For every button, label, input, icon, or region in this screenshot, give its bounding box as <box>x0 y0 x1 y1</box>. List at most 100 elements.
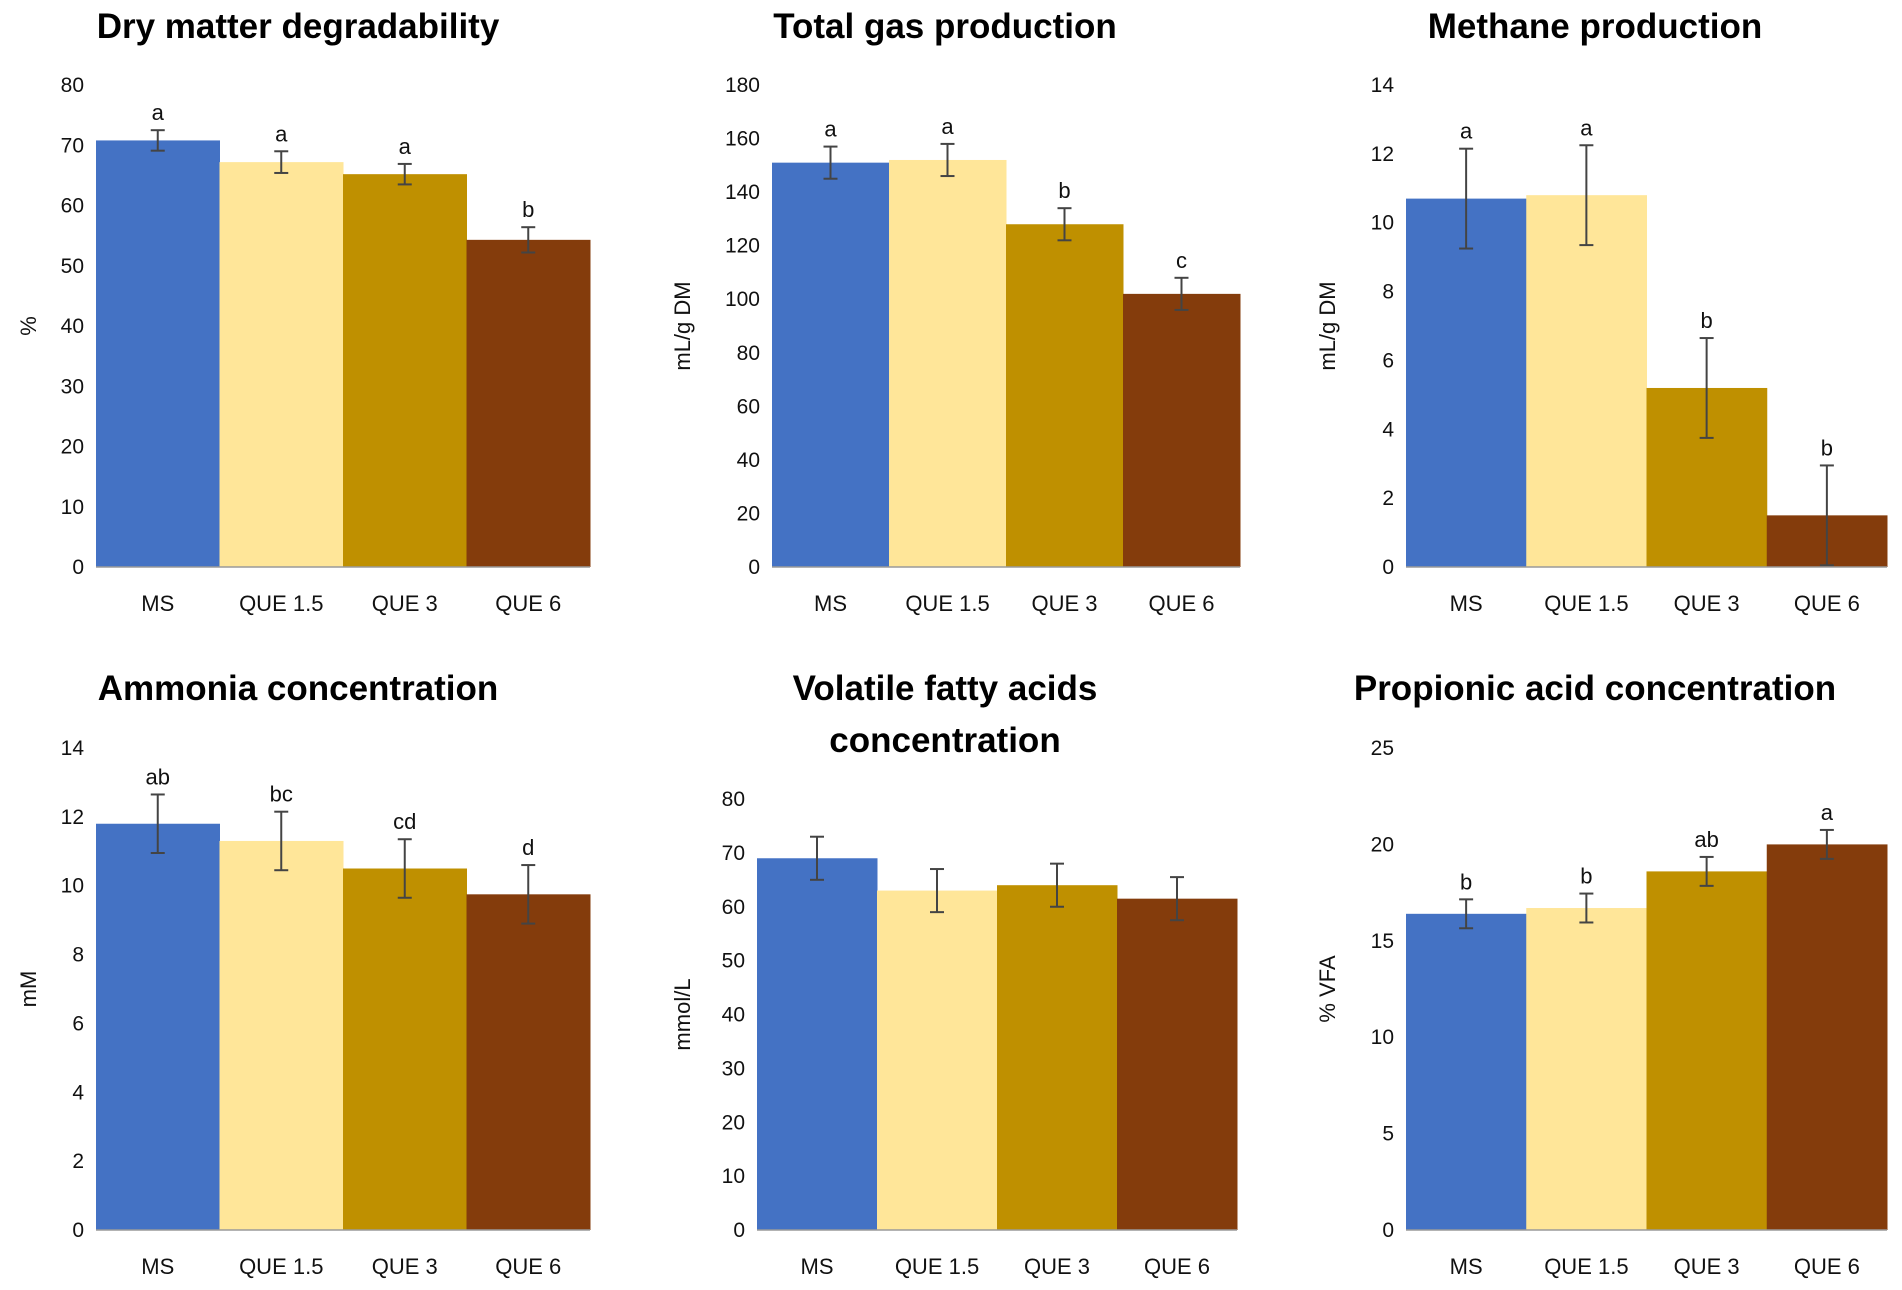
x-tick-label: MS <box>141 591 174 616</box>
bar <box>1526 195 1647 567</box>
x-tick-label: QUE 3 <box>1031 591 1097 616</box>
x-tick-label: MS <box>141 1254 174 1279</box>
significance-letter: a <box>275 121 288 146</box>
bar <box>1766 844 1888 1230</box>
bar <box>466 894 591 1230</box>
y-tick-label: 30 <box>61 375 84 398</box>
bar <box>219 840 344 1230</box>
bar <box>757 858 878 1230</box>
significance-letter: b <box>1058 178 1070 203</box>
chart-title: concentration <box>829 721 1060 760</box>
y-tick-label: 2 <box>72 1150 84 1173</box>
x-tick-label: QUE 6 <box>495 1254 561 1279</box>
y-tick-label: 8 <box>1382 281 1394 304</box>
significance-letter: a <box>1580 115 1593 140</box>
bar <box>96 140 220 567</box>
significance-letter: c <box>1176 248 1187 273</box>
significance-letter: b <box>1701 308 1713 333</box>
y-tick-label: 80 <box>61 74 84 97</box>
significance-letter: b <box>522 197 534 222</box>
bar <box>889 159 1007 567</box>
y-tick-label: 20 <box>61 436 84 459</box>
bar <box>877 890 998 1230</box>
chart-title: Dry matter degradability <box>97 7 500 46</box>
x-tick-label: QUE 3 <box>1024 1254 1090 1279</box>
chart-panel-6: Propionic acid concentration 0 5 10 15 20 25 % … <box>1315 669 1888 1279</box>
y-tick-label: 8 <box>72 944 84 967</box>
y-tick-label: 0 <box>72 556 84 579</box>
y-tick-label: 60 <box>737 395 760 418</box>
y-tick-label: 10 <box>1371 1026 1394 1049</box>
y-tick-label: 160 <box>725 128 760 151</box>
significance-letter: ab <box>1694 827 1718 852</box>
bar <box>1646 871 1768 1230</box>
significance-letter: d <box>522 835 534 860</box>
y-tick-label: 80 <box>722 788 745 811</box>
y-tick-label: 0 <box>1382 1219 1394 1242</box>
y-axis-label: % VFA <box>1315 955 1340 1023</box>
bar <box>1123 293 1241 567</box>
x-tick-label: QUE 1.5 <box>895 1254 979 1279</box>
y-tick-label: 0 <box>1382 556 1394 579</box>
y-tick-label: 20 <box>722 1111 745 1134</box>
x-tick-label: QUE 6 <box>1794 1254 1860 1279</box>
y-tick-label: 60 <box>61 195 84 218</box>
bar <box>343 868 467 1230</box>
bar <box>1117 898 1238 1230</box>
significance-letter: bc <box>270 782 293 807</box>
chart-title: Propionic acid concentration <box>1354 669 1836 708</box>
y-tick-label: 10 <box>722 1165 745 1188</box>
y-tick-label: 70 <box>722 842 745 865</box>
y-tick-label: 180 <box>725 74 760 97</box>
chart-panel-5: Volatile fatty acids concentration 0 10 20 30… <box>670 669 1238 1279</box>
x-tick-label: MS <box>814 591 847 616</box>
y-tick-label: 30 <box>722 1057 745 1080</box>
y-tick-label: 6 <box>1382 349 1394 372</box>
significance-letter: b <box>1580 864 1592 889</box>
significance-letter: a <box>152 100 165 125</box>
bar <box>1006 224 1124 567</box>
y-axis-label: mM <box>16 971 41 1008</box>
x-tick-label: QUE 1.5 <box>905 591 989 616</box>
y-tick-label: 20 <box>737 502 760 525</box>
x-tick-label: QUE 1.5 <box>1544 1254 1628 1279</box>
y-axis-label: mL/g DM <box>1315 281 1340 370</box>
bar <box>96 823 220 1230</box>
y-tick-label: 50 <box>722 950 745 973</box>
bar <box>997 885 1118 1230</box>
x-tick-label: MS <box>1450 1254 1483 1279</box>
bar <box>1406 913 1527 1230</box>
y-axis-label: mL/g DM <box>670 281 695 370</box>
y-tick-label: 40 <box>722 1004 745 1027</box>
y-tick-label: 10 <box>61 496 84 519</box>
significance-letter: b <box>1821 435 1833 460</box>
bar <box>1526 908 1647 1230</box>
significance-letter: a <box>824 117 837 142</box>
x-tick-label: QUE 6 <box>1144 1254 1210 1279</box>
x-tick-label: QUE 6 <box>1148 591 1214 616</box>
chart-title: Ammonia concentration <box>98 669 499 708</box>
chart-title: Volatile fatty acids <box>793 669 1098 708</box>
x-tick-label: QUE 6 <box>1794 591 1860 616</box>
x-tick-label: MS <box>1450 591 1483 616</box>
y-tick-label: 0 <box>733 1219 745 1242</box>
y-tick-label: 6 <box>72 1012 84 1035</box>
y-tick-label: 12 <box>61 806 84 829</box>
y-tick-label: 2 <box>1382 487 1394 510</box>
y-tick-label: 60 <box>722 896 745 919</box>
bar <box>772 162 890 567</box>
x-tick-label: QUE 3 <box>1674 591 1740 616</box>
y-tick-label: 5 <box>1382 1123 1394 1146</box>
significance-letter: ab <box>146 764 170 789</box>
y-tick-label: 4 <box>1382 418 1394 441</box>
significance-letter: a <box>941 114 954 139</box>
y-axis-label: mmol/L <box>670 978 695 1050</box>
y-tick-label: 50 <box>61 255 84 278</box>
chart-title: Total gas production <box>773 7 1117 46</box>
x-tick-label: QUE 3 <box>372 1254 438 1279</box>
y-tick-label: 140 <box>725 181 760 204</box>
y-tick-label: 12 <box>1371 143 1394 166</box>
x-tick-label: QUE 1.5 <box>239 1254 323 1279</box>
y-tick-label: 40 <box>61 315 84 338</box>
